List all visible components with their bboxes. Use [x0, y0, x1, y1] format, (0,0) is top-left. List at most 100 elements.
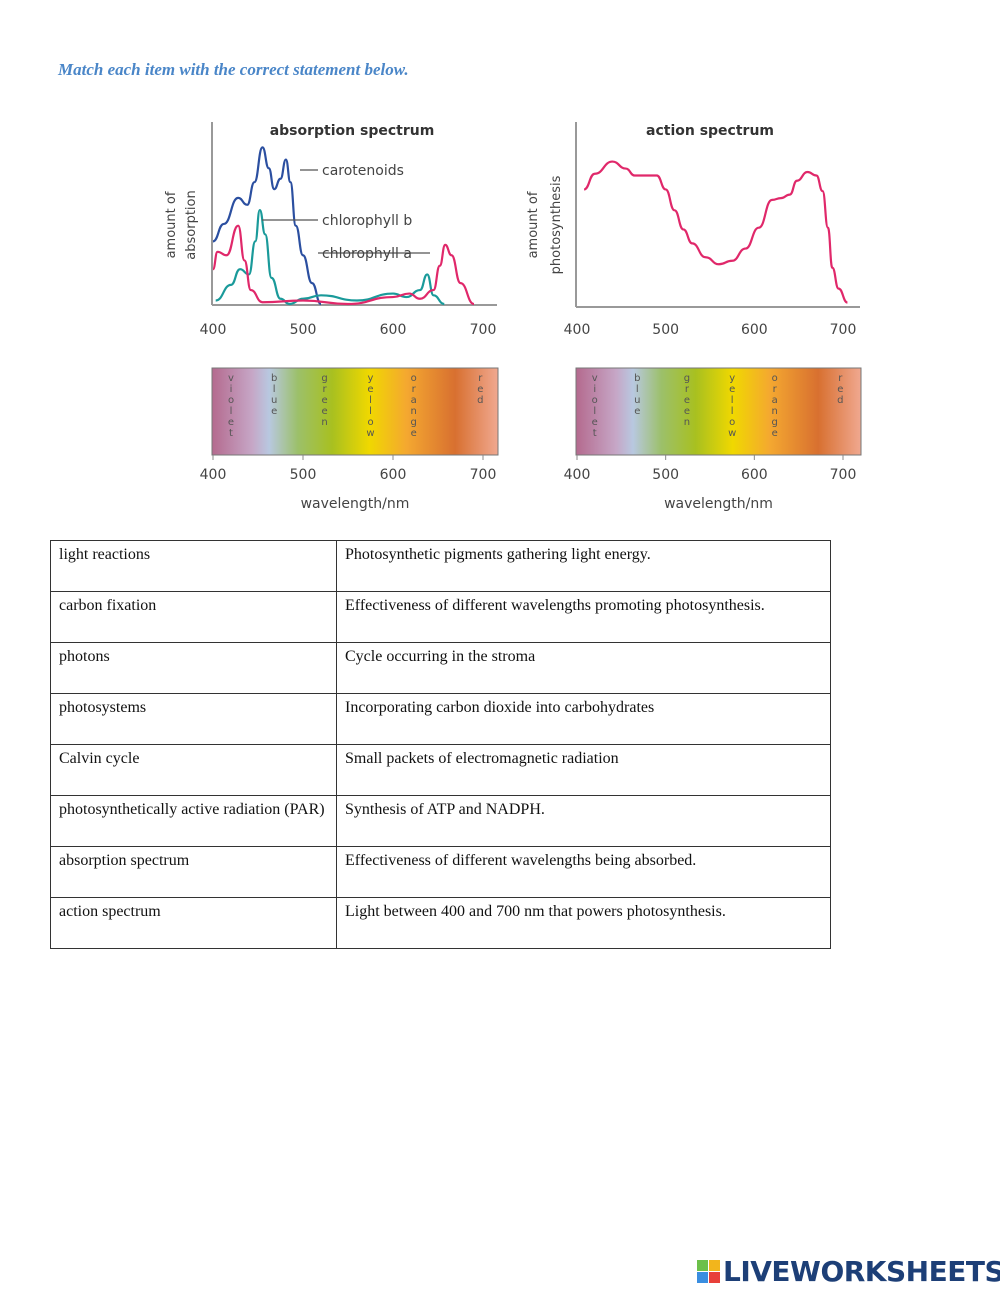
spectrum-letter: b: [634, 373, 640, 384]
spectrum-letter: e: [592, 417, 598, 428]
term-cell: carbon fixation: [50, 591, 337, 643]
spectrum-letter: n: [321, 417, 327, 428]
table-row: photosynthetically active radiation (PAR…: [50, 795, 831, 847]
spectrum-letter: l: [273, 384, 276, 395]
term-cell: action spectrum: [50, 897, 337, 949]
term-cell: Calvin cycle: [50, 744, 337, 796]
table-row: carbon fixation Effectiveness of differen…: [50, 591, 831, 643]
spectrum-letter: a: [772, 395, 778, 406]
statement-cell: Incorporating carbon dioxide into carboh…: [336, 693, 831, 745]
spectrum-letter: d: [837, 395, 843, 406]
table-row: photons Cycle occurring in the stroma: [50, 642, 831, 694]
term-cell: photosystems: [50, 693, 337, 745]
spectrum-letter: e: [367, 384, 373, 395]
spectrum-tick-label: 500: [290, 467, 317, 483]
spectrum-letter: v: [228, 373, 234, 384]
spectrum-letter: t: [229, 428, 233, 439]
statement-cell: Effectiveness of different wavelengths p…: [336, 591, 831, 643]
legend-label: chlorophyll a: [322, 246, 412, 262]
spectrum-letter: l: [230, 406, 233, 417]
spectrum-letter: d: [477, 395, 483, 406]
spectrum-letter: e: [684, 395, 690, 406]
y-axis-label: photosynthesis: [549, 175, 564, 274]
x-tick-label: 600: [741, 322, 768, 338]
visible-spectrum-bar: [211, 367, 499, 456]
spectrum-letter: r: [685, 384, 690, 395]
table-row: photosystems Incorporating carbon dioxide…: [50, 693, 831, 745]
spectrum-letter: e: [477, 384, 483, 395]
series-line-carotenoids: [212, 146, 322, 306]
spectrum-letter: l: [731, 406, 734, 417]
spectrum-letter: o: [411, 373, 417, 384]
spectrum-tick-label: 400: [200, 467, 227, 483]
term-cell: light reactions: [50, 540, 337, 592]
spectrum-letter: u: [634, 395, 640, 406]
spectrum-letter: e: [411, 428, 417, 439]
spectrum-letter: e: [634, 406, 640, 417]
spectrum-letter: g: [321, 373, 327, 384]
series-line-chlorophyll-b: [215, 208, 445, 306]
statement-cell: Effectiveness of different wavelengths b…: [336, 846, 831, 898]
spectrum-letter: r: [323, 384, 328, 395]
statement-cell: Photosynthetic pigments gathering light …: [336, 540, 831, 592]
x-axis-label: wavelength/nm: [664, 496, 773, 512]
logo-blocks-icon: [697, 1260, 720, 1283]
spectrum-letter: l: [636, 384, 639, 395]
instruction-text: Match each item with the correct stateme…: [58, 60, 409, 79]
spectrum-letter: e: [271, 406, 277, 417]
spectrum-letter: e: [729, 384, 735, 395]
spectrum-letter: t: [593, 428, 597, 439]
x-tick-label: 700: [830, 322, 857, 338]
spectrum-tick-label: 700: [470, 467, 497, 483]
chart-title: absorption spectrum: [270, 123, 435, 139]
spectrum-letter: e: [837, 384, 843, 395]
table-row: absorption spectrum Effectiveness of diff…: [50, 846, 831, 898]
x-tick-label: 700: [470, 322, 497, 338]
term-cell: photons: [50, 642, 337, 694]
series-line-chlorophyll-a: [211, 224, 475, 306]
spectrum-letter: e: [228, 417, 234, 428]
term-cell: absorption spectrum: [50, 846, 337, 898]
statement-cell: Cycle occurring in the stroma: [336, 642, 831, 694]
spectrum-tick-label: 400: [564, 467, 591, 483]
spectrum-letter: r: [412, 384, 417, 395]
spectrum-tick-label: 600: [741, 467, 768, 483]
table-row: light reactions Photosynthetic pigments g…: [50, 540, 831, 592]
spectrum-letter: a: [411, 395, 417, 406]
spectrum-letter: u: [271, 395, 277, 406]
spectrum-letter: i: [230, 384, 233, 395]
spectrum-tick-label: 600: [380, 467, 407, 483]
y-axis-label: amount of: [526, 191, 541, 258]
spectrum-letter: r: [773, 384, 778, 395]
spectrum-letter: e: [684, 406, 690, 417]
x-tick-label: 600: [380, 322, 407, 338]
statement-cell: Light between 400 and 700 nm that powers…: [336, 897, 831, 949]
spectrum-letter: w: [366, 428, 374, 439]
spectrum-letter: o: [592, 395, 598, 406]
spectrum-letter: i: [593, 384, 596, 395]
spectrum-letter: o: [367, 417, 373, 428]
spectrum-letter: v: [592, 373, 598, 384]
spectrum-letter: r: [838, 373, 843, 384]
x-tick-label: 500: [290, 322, 317, 338]
spectrum-letter: e: [322, 406, 328, 417]
spectrum-letter: e: [772, 428, 778, 439]
visible-spectrum-bar: [575, 367, 862, 456]
table-row: Calvin cycle Small packets of electromagn…: [50, 744, 831, 796]
spectrum-letter: l: [369, 395, 372, 406]
y-axis-label: absorption: [184, 190, 199, 259]
spectrum-letter: y: [729, 373, 735, 384]
x-axis-label: wavelength/nm: [301, 496, 410, 512]
x-tick-label: 400: [564, 322, 591, 338]
x-tick-label: 500: [652, 322, 679, 338]
spectrum-letter: o: [772, 373, 778, 384]
legend-label: chlorophyll b: [322, 213, 412, 229]
spectrum-letter: l: [731, 395, 734, 406]
spectrum-letter: n: [772, 406, 778, 417]
spectrum-letter: l: [369, 406, 372, 417]
spectrum-letter: n: [684, 417, 690, 428]
spectrum-letter: l: [593, 406, 596, 417]
term-cell: photosynthetically active radiation (PAR…: [50, 795, 337, 847]
spectrum-letter: w: [728, 428, 736, 439]
